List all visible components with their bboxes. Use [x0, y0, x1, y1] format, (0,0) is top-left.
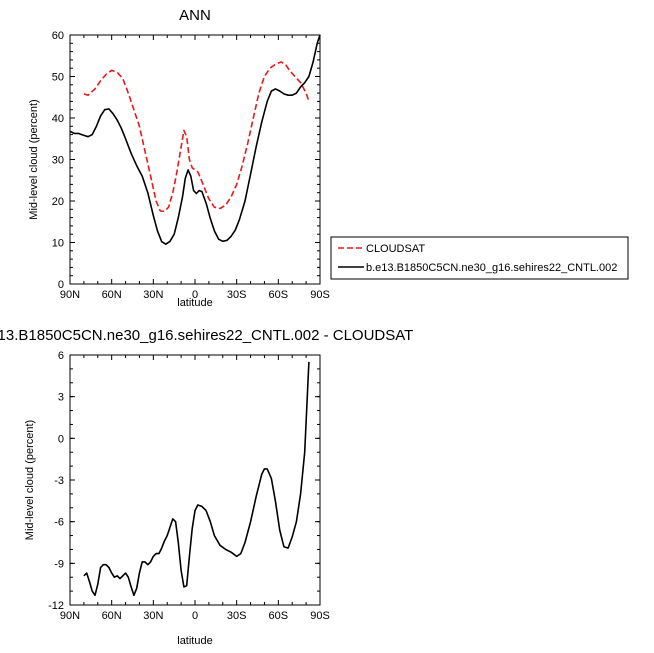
top-plot-xtick-label: 0: [192, 289, 198, 301]
bottom-plot-ticks: [69, 354, 321, 606]
bottom-plot-ytick-label: 3: [58, 392, 64, 404]
bottom-plot-x-tick-labels: 90N 60N 30N 0 30S 60S 90S: [60, 610, 330, 622]
legend-label-model: b.e13.B1850C5CN.ne30_g16.sehires22_CNTL.…: [366, 262, 617, 274]
top-plot-xtick-label: 30N: [143, 289, 163, 301]
bottom-plot-ylabel: Mid-level cloud (percent): [24, 420, 36, 540]
bottom-plot-frame: [69, 354, 321, 606]
top-plot-ytick-label: 30: [52, 155, 64, 167]
top-plot-ytick-label: 10: [52, 238, 64, 250]
top-plot-xlabel: latitude: [177, 297, 212, 309]
top-plot-ytick-label: 50: [52, 72, 64, 84]
legend-label-cloudsat: CLOUDSAT: [366, 243, 425, 255]
bottom-plot-xtick-label: 90N: [60, 610, 80, 622]
bottom-plot-ytick-label: -9: [54, 558, 64, 570]
top-plot-series-line-0: [83, 61, 310, 213]
top-plot-series-line-1: [69, 34, 321, 245]
top-plot-xtick-label: 60N: [102, 289, 122, 301]
bottom-plot-xtick-label: 30N: [143, 610, 163, 622]
top-plot-xtick-label: 90S: [310, 289, 330, 301]
top-plot-y-tick-labels: 0 10 20 30 40 50 60: [52, 30, 64, 291]
bottom-plot-xlabel: latitude: [177, 635, 212, 647]
bottom-plot-ytick-label: -3: [54, 475, 64, 487]
top-plot-xtick-label: 30S: [227, 289, 247, 301]
bottom-plot-y-tick-labels: -12 -9 -6 -3 0 3 6: [48, 350, 64, 612]
top-plot-series: [69, 34, 321, 245]
top-plot: ANN 90N 60N 30N 0 30S 60S 90S 0 10 20 30 40 50 60 la…: [28, 7, 330, 309]
top-plot-frame: [69, 34, 321, 285]
top-plot-xtick-label: 60S: [269, 289, 289, 301]
bottom-plot-ytick-label: 0: [58, 433, 64, 445]
top-plot-ytick-label: 40: [52, 113, 64, 125]
legend-box: [330, 236, 629, 280]
top-plot-title: ANN: [179, 7, 211, 24]
top-plot-x-tick-labels: 90N 60N 30N 0 30S 60S 90S: [60, 289, 330, 301]
top-plot-ytick-label: 20: [52, 196, 64, 208]
top-plot-ytick-label: 60: [52, 30, 64, 42]
bottom-plot-xtick-label: 60N: [102, 610, 122, 622]
bottom-plot-xtick-label: 0: [192, 610, 198, 622]
bottom-plot-ytick-label: -12: [48, 600, 64, 612]
legend: CLOUDSAT b.e13.B1850C5CN.ne30_g16.sehire…: [330, 236, 629, 280]
bottom-plot-xtick-label: 90S: [310, 610, 330, 622]
top-plot-ylabel: Mid-level cloud (percent): [28, 99, 40, 219]
bottom-plot-ytick-label: 6: [58, 350, 64, 362]
bottom-plot: b.e13.B1850C5CN.ne30_g16.sehires22_CNTL.…: [0, 327, 413, 647]
top-plot-ytick-label: 0: [58, 279, 64, 291]
bottom-plot-series-line-0: [83, 361, 310, 597]
bottom-plot-ytick-label: -6: [54, 517, 64, 529]
bottom-plot-xtick-label: 60S: [269, 610, 289, 622]
top-plot-ticks: [69, 34, 321, 285]
bottom-plot-title: b.e13.B1850C5CN.ne30_g16.sehires22_CNTL.…: [0, 327, 413, 344]
bottom-plot-xtick-label: 30S: [227, 610, 247, 622]
bottom-plot-series: [83, 361, 310, 597]
top-plot-xtick-label: 90N: [60, 289, 80, 301]
